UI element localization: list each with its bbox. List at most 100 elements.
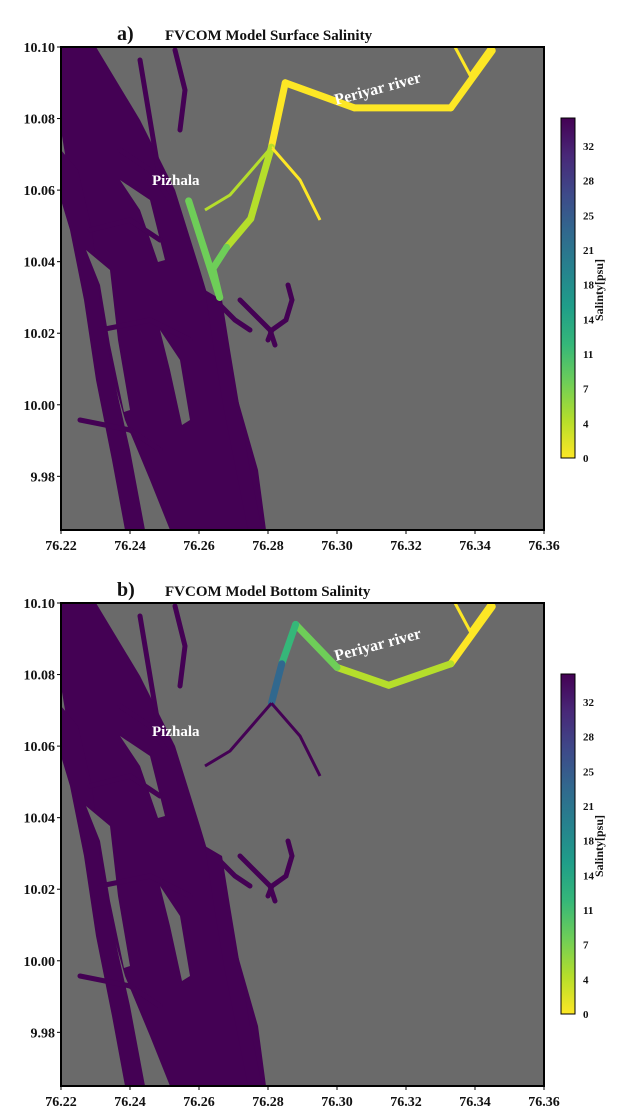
colorbar-tick-2: 25	[583, 766, 595, 778]
y-tick-label-1: 10.08	[24, 113, 56, 128]
x-tick-label-3: 76.28	[252, 539, 284, 554]
x-tick-label-7: 76.36	[528, 1095, 560, 1110]
y-tick-label-6: 9.98	[31, 470, 56, 485]
east-channel	[205, 846, 262, 1086]
colorbar-tick-0: 32	[583, 141, 595, 153]
colorbar-label: Salinty[psu]	[592, 815, 606, 877]
y-tick-label-2: 10.06	[24, 740, 56, 755]
small-channel-3	[87, 217, 163, 243]
island-1	[86, 806, 130, 968]
east-channel	[205, 290, 262, 530]
southeast-creek	[265, 282, 295, 343]
colorbar-tick-6: 11	[583, 349, 593, 361]
x-tick-label-2: 76.26	[183, 539, 215, 554]
x-tick-label-1: 76.24	[114, 1095, 146, 1110]
river-headwater	[453, 602, 492, 634]
colorbar-tick-2: 25	[583, 210, 595, 222]
panel-title: FVCOM Model Bottom Salinity	[165, 584, 371, 600]
river-segment-7	[209, 243, 231, 273]
river-segment-1	[447, 603, 496, 668]
x-tick-label-6: 76.34	[459, 539, 491, 554]
x-tick-label-1: 76.24	[114, 539, 146, 554]
small-channel-4	[97, 317, 193, 343]
colorbar-tick-5: 14	[583, 870, 595, 882]
colorbar-tick-9: 0	[583, 1009, 589, 1021]
y-tick-label-2: 10.06	[24, 184, 56, 199]
main-backwater	[61, 603, 266, 1086]
west-channel	[61, 706, 145, 1086]
colorbar-tick-7: 7	[583, 384, 589, 396]
river-segment-3	[333, 663, 393, 689]
river-segment-5	[247, 143, 275, 223]
river-branch-west	[204, 702, 273, 768]
small-channel-1	[137, 57, 163, 183]
river-segment-6	[267, 660, 286, 707]
river-segment-5	[278, 620, 300, 668]
water-network	[61, 603, 295, 1086]
small-channel-7	[117, 147, 173, 203]
river-headwater	[453, 46, 492, 78]
island-2	[120, 736, 165, 818]
y-tick-label-0: 10.10	[24, 597, 56, 612]
panel-letter: b)	[117, 579, 135, 601]
colorbar-tick-8: 4	[583, 418, 589, 430]
small-channel-8	[77, 417, 163, 453]
panel-letter: a)	[117, 23, 134, 45]
colorbar-tick-8: 4	[583, 974, 589, 986]
x-tick-label-5: 76.32	[390, 1095, 422, 1110]
main-backwater	[61, 47, 266, 530]
colorbar	[560, 117, 576, 459]
y-tick-label-1: 10.08	[24, 669, 56, 684]
y-tick-label-4: 10.02	[24, 327, 56, 342]
small-channel-7	[117, 703, 173, 759]
small-channel-8	[77, 973, 163, 1009]
colorbar-tick-4: 18	[583, 280, 595, 292]
y-tick-label-0: 10.10	[24, 41, 56, 56]
river-branch-west	[204, 146, 273, 212]
colorbar	[560, 673, 576, 1015]
small-channel-1	[137, 613, 163, 739]
x-tick-label-2: 76.26	[183, 1095, 215, 1110]
plot-frame	[60, 602, 545, 1087]
annotation-pizhala: Pizhala	[152, 173, 200, 189]
x-tick-label-0: 76.22	[45, 539, 77, 554]
bottom-salinity-map: b) FVCOM Model Bottom Salinity 76.22 76.24 7…	[24, 579, 607, 1110]
small-channel-4	[97, 873, 193, 899]
small-channel-5	[212, 853, 253, 889]
plot-frame	[60, 46, 545, 531]
colorbar-label: Salinty[psu]	[592, 259, 606, 321]
colorbar-tick-1: 28	[583, 176, 595, 188]
y-tick-label-3: 10.04	[24, 256, 56, 271]
river-segment-6	[223, 215, 255, 251]
colorbar-tick-3: 21	[583, 801, 594, 813]
y-tick-label-5: 10.00	[24, 955, 56, 970]
small-channel-3	[87, 773, 163, 799]
island-3	[160, 886, 190, 981]
water-network	[61, 47, 295, 530]
annotation-pizhala: Pizhala	[152, 724, 200, 740]
x-tick-label-4: 76.30	[321, 539, 353, 554]
river-segment-9	[185, 197, 224, 301]
colorbar-tick-6: 11	[583, 905, 593, 917]
colorbar-tick-4: 18	[583, 836, 595, 848]
x-tick-label-6: 76.34	[459, 1095, 491, 1110]
island-1	[86, 250, 130, 412]
colorbar-tick-5: 14	[583, 314, 595, 326]
y-tick-label-6: 9.98	[31, 1026, 56, 1041]
panel-surface-salinity: a) FVCOM Model Surface Salinity 76.22 76.24…	[24, 23, 607, 554]
colorbar-tick-0: 32	[583, 697, 595, 709]
colorbar-tick-3: 21	[583, 245, 594, 257]
y-tick-label-3: 10.04	[24, 812, 56, 827]
island-2	[120, 180, 165, 262]
river-branch-east	[270, 702, 322, 777]
west-channel	[61, 150, 145, 530]
x-tick-label-0: 76.22	[45, 1095, 77, 1110]
y-tick-label-4: 10.02	[24, 883, 56, 898]
southeast-creek	[265, 838, 295, 899]
river-segment-1	[447, 47, 496, 112]
x-tick-label-4: 76.30	[321, 1095, 353, 1110]
river-branch-east	[270, 146, 322, 221]
river-segment-4	[267, 79, 289, 151]
x-tick-label-7: 76.36	[528, 539, 560, 554]
colorbar-tick-1: 28	[583, 732, 595, 744]
